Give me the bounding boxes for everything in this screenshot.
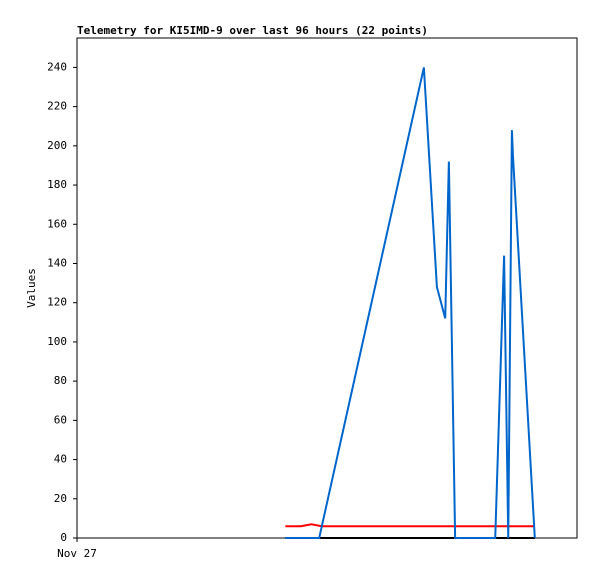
- series-line: [285, 523, 535, 528]
- x-tick-label: Nov 27: [57, 547, 97, 560]
- y-tick-label: 220: [47, 100, 67, 113]
- y-tick-label: 180: [47, 178, 67, 191]
- y-tick-label: 120: [47, 296, 67, 309]
- y-tick-label: 40: [54, 453, 67, 466]
- y-tick-label: 20: [54, 492, 67, 505]
- y-tick-label: 80: [54, 374, 67, 387]
- y-tick-label: 60: [54, 413, 67, 426]
- y-tick-label: 100: [47, 335, 67, 348]
- y-tick-label: 200: [47, 139, 67, 152]
- y-tick-label: 140: [47, 256, 67, 269]
- y-tick-label: 160: [47, 217, 67, 230]
- plot-frame: [76, 37, 578, 539]
- y-axis-label: Values: [25, 268, 38, 308]
- y-tick-label: 0: [60, 531, 67, 544]
- chart-title: Telemetry for KI5IMD-9 over last 96 hour…: [77, 24, 428, 37]
- y-tick-label: 240: [47, 60, 67, 73]
- series-line: [285, 67, 536, 539]
